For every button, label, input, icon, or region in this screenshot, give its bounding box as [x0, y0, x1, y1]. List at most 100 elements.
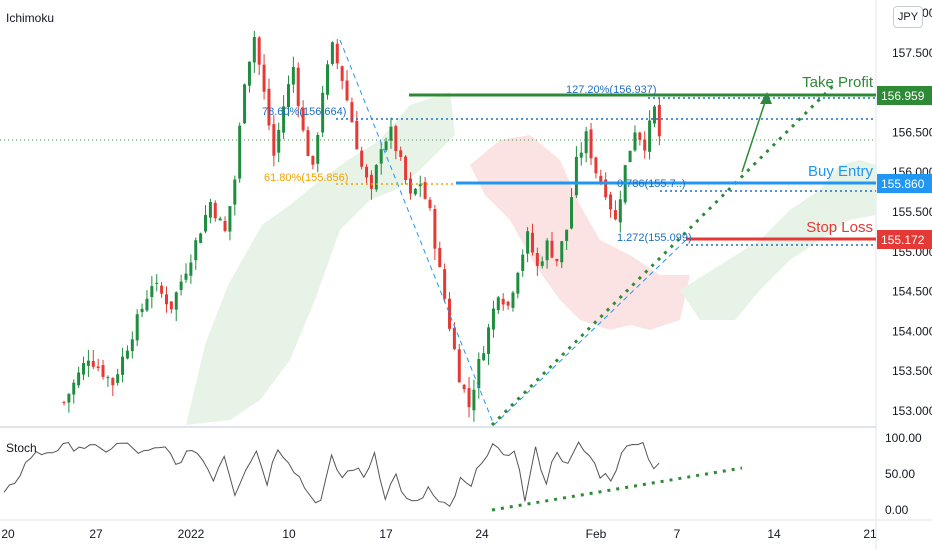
- stoch-label[interactable]: Stoch: [6, 441, 37, 455]
- candle-body: [228, 206, 232, 232]
- candle-body: [408, 178, 412, 194]
- candle-body: [657, 104, 661, 137]
- candle-body: [335, 43, 339, 64]
- candle-body: [448, 298, 452, 329]
- candle-body: [550, 240, 554, 258]
- time-tick: 20: [1, 527, 15, 541]
- candle-body: [111, 378, 115, 386]
- price-tick: 157.500: [892, 46, 932, 60]
- time-tick: 24: [475, 527, 489, 541]
- candle-body: [252, 36, 256, 63]
- candle-body: [72, 382, 76, 395]
- price-tick: 155.500: [892, 205, 932, 219]
- candle-body: [457, 349, 461, 383]
- candle-body: [62, 402, 66, 404]
- candle-body: [179, 281, 183, 291]
- take-profit-tag-bg: [877, 86, 932, 105]
- candle-body: [604, 179, 608, 198]
- candle-body: [643, 139, 647, 151]
- cloud-segment: [186, 92, 455, 425]
- price-tick: 154.000: [892, 324, 932, 338]
- price-tick: 153.000: [892, 404, 932, 418]
- candle-body: [277, 129, 281, 153]
- candle-body: [101, 365, 105, 377]
- candle-body: [579, 152, 583, 158]
- candle-body: [184, 273, 188, 280]
- fib-127-label: 127.20%(156.937): [566, 84, 657, 96]
- candle-body: [296, 67, 300, 106]
- candle-body: [267, 88, 271, 126]
- candle-body: [160, 285, 164, 294]
- buy-entry-price-tag: 155.860: [881, 177, 925, 191]
- candle-body: [306, 130, 310, 156]
- candle-body: [574, 156, 578, 196]
- candle-body: [433, 209, 437, 249]
- candle-body: [423, 182, 427, 199]
- candle-body: [521, 254, 525, 271]
- candle-body: [257, 37, 261, 65]
- buy-entry-label: Buy Entry: [808, 163, 874, 180]
- fib-786-label: 78.60%(156.664): [262, 106, 346, 118]
- candle-body: [570, 197, 574, 229]
- time-tick: 10: [282, 527, 296, 541]
- candle-body: [506, 301, 510, 306]
- candle-body: [413, 188, 417, 195]
- candle-body: [130, 339, 134, 352]
- indicator-label[interactable]: Ichimoku: [6, 11, 54, 25]
- candle-body: [169, 301, 173, 310]
- candle-body: [174, 292, 178, 310]
- time-tick: 27: [89, 527, 103, 541]
- candle-body: [262, 64, 266, 92]
- candle-body: [140, 308, 144, 313]
- candle-body: [96, 366, 100, 369]
- candle-body: [652, 106, 656, 124]
- candle-body: [594, 157, 598, 174]
- candle-body: [609, 194, 613, 210]
- take-profit-price-tag: 156.959: [881, 89, 925, 103]
- candle-body: [462, 384, 466, 390]
- buy-entry-tag-bg: [877, 174, 932, 193]
- candle-body: [599, 175, 603, 183]
- candle-body: [399, 150, 403, 157]
- candle-body: [443, 269, 447, 299]
- candle-body: [223, 221, 227, 232]
- candle-body: [526, 231, 530, 254]
- candle-body: [330, 42, 334, 64]
- candle-body: [199, 233, 203, 244]
- candle-body: [194, 240, 198, 261]
- time-axis[interactable]: 20 27 2022 10 17 24 Feb 7 14 21: [1, 527, 877, 541]
- candle-body: [208, 202, 212, 218]
- candle-body: [286, 84, 290, 108]
- candle-body: [516, 272, 520, 294]
- fib-1272-label: 1.272(155.099): [617, 232, 692, 244]
- candle-body: [326, 64, 330, 95]
- candle-body: [316, 134, 320, 164]
- candle-body: [125, 350, 129, 359]
- candle-body: [384, 141, 388, 151]
- candle-body: [355, 120, 359, 150]
- stoch-tick-50: 50.00: [885, 467, 915, 481]
- candle-body: [482, 353, 486, 361]
- candle-body: [496, 297, 500, 311]
- candle-body: [238, 125, 242, 179]
- candle-body: [560, 241, 564, 263]
- time-tick: 2022: [178, 527, 205, 541]
- price-axis[interactable]: 158.000157.500157.000156.500156.000155.5…: [892, 6, 932, 418]
- stop-loss-price-tag: 155.172: [881, 233, 925, 247]
- candle-body: [291, 66, 295, 85]
- candle-body: [379, 149, 383, 164]
- candle-body: [613, 210, 617, 220]
- stop-loss-tag-bg: [877, 230, 932, 249]
- candle-body: [204, 214, 208, 232]
- time-tick: 17: [379, 527, 393, 541]
- candle-body: [282, 106, 286, 133]
- candle-body: [633, 132, 637, 151]
- candle-body: [404, 156, 408, 180]
- stochastic-trendline: [491, 466, 743, 512]
- stochastic-line: [3, 441, 660, 508]
- candle-body: [628, 150, 632, 163]
- candle-body: [511, 292, 515, 308]
- candle-body: [106, 377, 110, 379]
- currency-button[interactable]: JPY: [893, 6, 923, 28]
